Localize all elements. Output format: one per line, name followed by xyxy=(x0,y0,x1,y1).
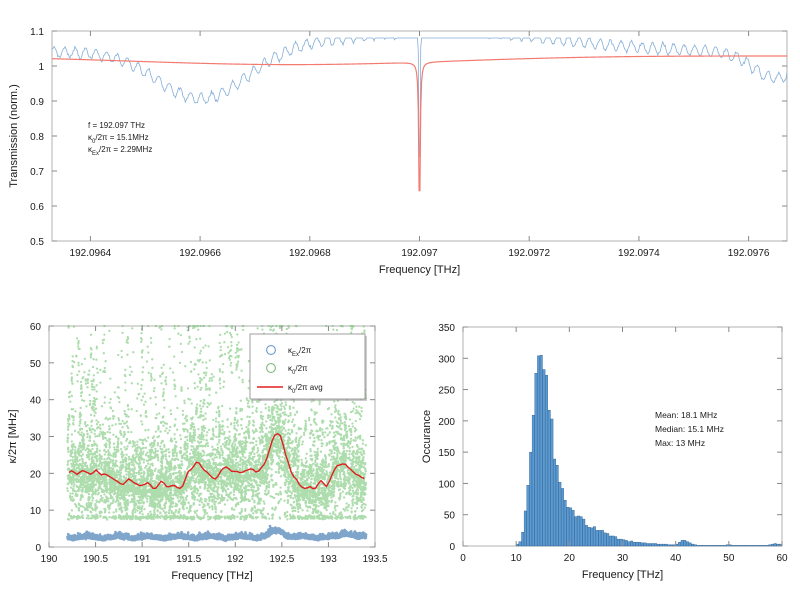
svg-text:0: 0 xyxy=(460,553,466,564)
svg-text:Mean: 18.1 MHz: Mean: 18.1 MHz xyxy=(655,410,717,420)
svg-text:350: 350 xyxy=(438,323,455,334)
svg-text:50: 50 xyxy=(30,359,42,370)
svg-text:192.0976: 192.0976 xyxy=(728,248,770,259)
svg-text:191: 191 xyxy=(134,554,151,565)
svg-text:Max: 13 MHz: Max: 13 MHz xyxy=(655,438,705,448)
svg-text:60: 60 xyxy=(30,322,42,333)
svg-text:κ/2π [MHz]: κ/2π [MHz] xyxy=(7,409,19,463)
svg-text:250: 250 xyxy=(438,386,455,397)
svg-text:50: 50 xyxy=(723,553,735,564)
svg-text:50: 50 xyxy=(444,511,456,522)
svg-text:192.0968: 192.0968 xyxy=(289,248,331,259)
svg-text:192.0966: 192.0966 xyxy=(179,248,221,259)
svg-text:f = 192.097 THz: f = 192.097 THz xyxy=(88,121,145,130)
svg-text:Frequency [THz]: Frequency [THz] xyxy=(582,569,663,581)
svg-text:193: 193 xyxy=(320,554,337,565)
svg-text:190: 190 xyxy=(41,554,58,565)
svg-text:192: 192 xyxy=(227,554,244,565)
svg-text:1.1: 1.1 xyxy=(30,27,44,38)
svg-text:0.6: 0.6 xyxy=(30,202,44,213)
svg-text:30: 30 xyxy=(617,553,629,564)
svg-text:200: 200 xyxy=(438,417,455,428)
svg-text:192.0974: 192.0974 xyxy=(618,248,660,259)
svg-text:100: 100 xyxy=(438,479,455,490)
svg-text:0.7: 0.7 xyxy=(30,167,44,178)
svg-text:10: 10 xyxy=(511,553,523,564)
svg-text:20: 20 xyxy=(30,469,42,480)
svg-text:192.0964: 192.0964 xyxy=(70,248,112,259)
svg-text:0: 0 xyxy=(449,542,455,553)
svg-text:Frequency [THz]: Frequency [THz] xyxy=(379,264,460,276)
svg-text:192.0972: 192.0972 xyxy=(508,248,550,259)
svg-text:192.097: 192.097 xyxy=(401,248,438,259)
svg-text:192.5: 192.5 xyxy=(269,554,294,565)
svg-text:0.8: 0.8 xyxy=(30,132,44,143)
svg-text:0.5: 0.5 xyxy=(30,237,44,248)
svg-text:0: 0 xyxy=(35,543,41,554)
svg-text:Frequency [THz]: Frequency [THz] xyxy=(171,570,252,582)
svg-text:Median: 15.1 MHz: Median: 15.1 MHz xyxy=(655,424,724,434)
svg-text:60: 60 xyxy=(776,553,788,564)
svg-text:1: 1 xyxy=(38,62,44,73)
svg-text:30: 30 xyxy=(30,433,42,444)
svg-text:20: 20 xyxy=(564,553,576,564)
svg-text:300: 300 xyxy=(438,354,455,365)
svg-text:190.5: 190.5 xyxy=(83,554,108,565)
svg-text:150: 150 xyxy=(438,448,455,459)
svg-text:Occurance: Occurance xyxy=(421,410,433,463)
svg-text:10: 10 xyxy=(30,506,42,517)
svg-text:40: 40 xyxy=(30,396,42,407)
svg-text:193.5: 193.5 xyxy=(362,554,387,565)
svg-text:0.9: 0.9 xyxy=(30,97,44,108)
svg-text:Transmission (norm.): Transmission (norm.) xyxy=(8,84,20,188)
svg-text:40: 40 xyxy=(670,553,682,564)
svg-text:191.5: 191.5 xyxy=(176,554,201,565)
